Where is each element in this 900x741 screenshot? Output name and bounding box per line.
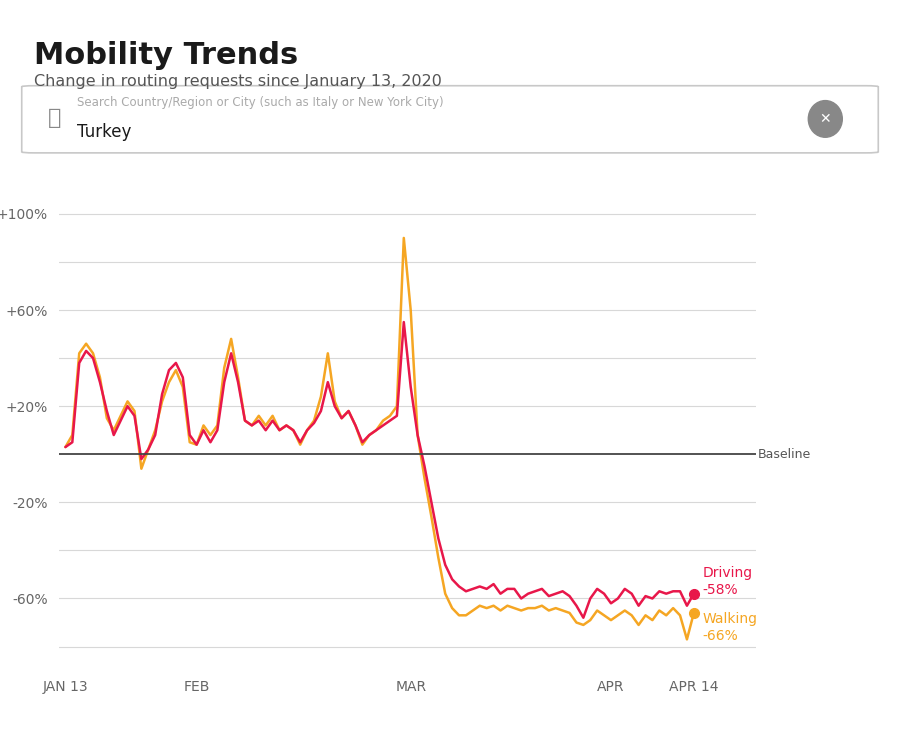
Text: Driving
-58%: Driving -58%	[703, 566, 753, 597]
Text: Baseline: Baseline	[758, 448, 811, 461]
Text: ⌕: ⌕	[49, 108, 62, 128]
Text: ✕: ✕	[820, 112, 831, 126]
Text: Mobility Trends: Mobility Trends	[34, 41, 299, 70]
FancyBboxPatch shape	[22, 86, 878, 153]
Text: Turkey: Turkey	[77, 123, 131, 142]
Text: Walking
-66%: Walking -66%	[703, 611, 758, 643]
Text: Search Country/Region or City (such as Italy or New York City): Search Country/Region or City (such as I…	[77, 96, 444, 109]
Text: Change in routing requests since January 13, 2020: Change in routing requests since January…	[34, 74, 442, 89]
Circle shape	[808, 101, 842, 137]
